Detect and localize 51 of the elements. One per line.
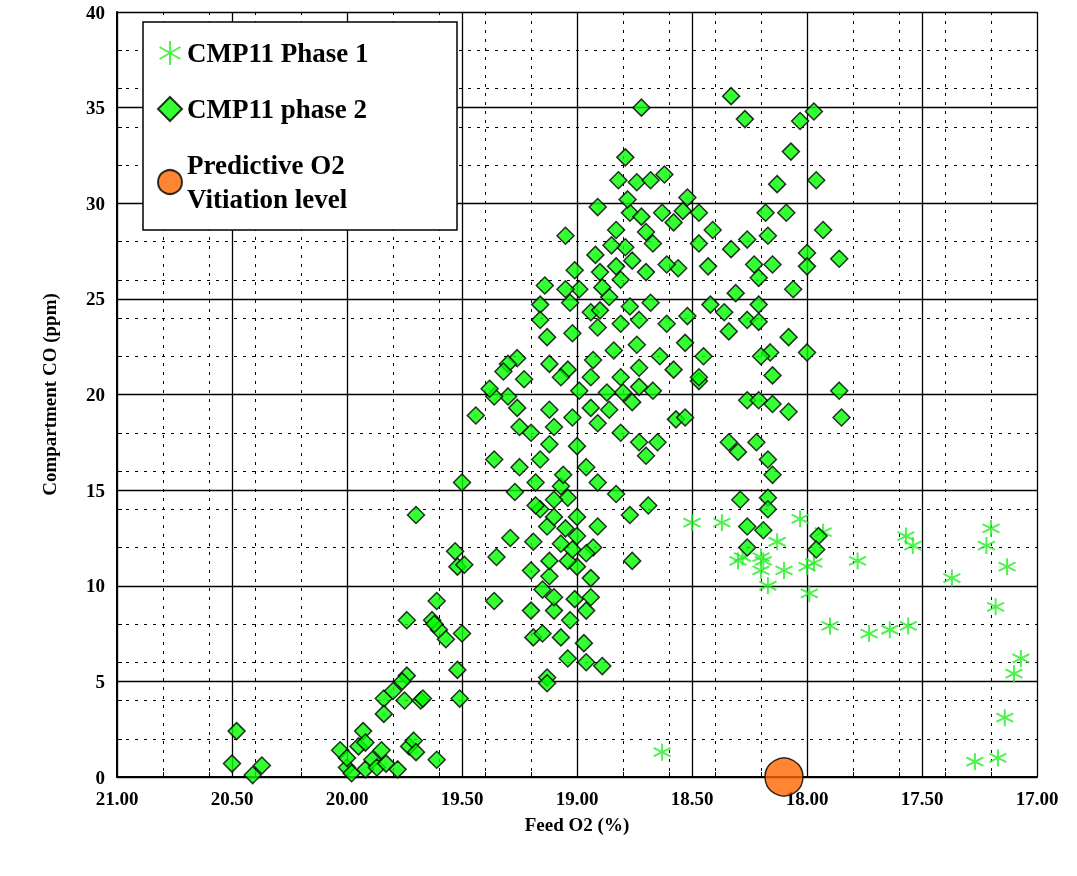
point (712, 513, 732, 533)
x-tick-label: 17.00 (1015, 788, 1059, 809)
x-tick-label: 19.50 (440, 788, 484, 809)
legend-label: CMP11 Phase 1 (187, 38, 369, 68)
point (995, 708, 1015, 728)
point (896, 526, 916, 546)
point (942, 568, 962, 588)
point (774, 560, 794, 580)
y-tick-label: 5 (95, 670, 105, 692)
y-tick-label: 20 (86, 384, 105, 405)
y-tick-label: 10 (86, 575, 105, 597)
point (859, 624, 879, 644)
x-tick-label: 20.50 (210, 788, 254, 809)
point (1011, 648, 1031, 668)
x-tick-label: 20.00 (325, 788, 369, 809)
point (997, 557, 1017, 577)
y-tick-label: 0 (95, 766, 105, 788)
x-tick-label: 17.50 (900, 788, 944, 809)
x-tick-label: 21.00 (95, 788, 139, 809)
y-tick-label: 35 (86, 97, 105, 119)
legend-label: CMP11 phase 2 (187, 94, 368, 124)
point (682, 513, 702, 533)
point (790, 509, 810, 529)
x-tick-label: 18.50 (670, 788, 714, 809)
point (804, 553, 824, 573)
y-tick-label: 40 (86, 1, 105, 23)
point (903, 536, 923, 556)
x-tick-label: 18.00 (785, 788, 829, 809)
point (799, 583, 819, 603)
point (981, 518, 1001, 538)
legend-label: Predictive O2 Vitiation level (187, 150, 352, 214)
point (965, 752, 985, 772)
point (797, 557, 817, 577)
y-tick-label: 15 (86, 479, 105, 501)
point (986, 597, 1006, 617)
x-tick-label: 19.00 (555, 788, 599, 809)
point (767, 532, 787, 552)
point (1004, 664, 1024, 684)
point (976, 536, 996, 556)
y-axis-title: Compartment CO (ppm) (39, 293, 61, 496)
point (758, 576, 778, 596)
point (848, 551, 868, 571)
y-tick-label: 30 (86, 192, 105, 214)
point (728, 551, 748, 571)
point (820, 616, 840, 636)
x-axis-title: Feed O2 (%) (524, 814, 630, 836)
y-tick-label: 25 (86, 288, 105, 310)
point (652, 742, 672, 762)
point (898, 616, 918, 636)
point (880, 620, 900, 640)
point (988, 748, 1008, 768)
